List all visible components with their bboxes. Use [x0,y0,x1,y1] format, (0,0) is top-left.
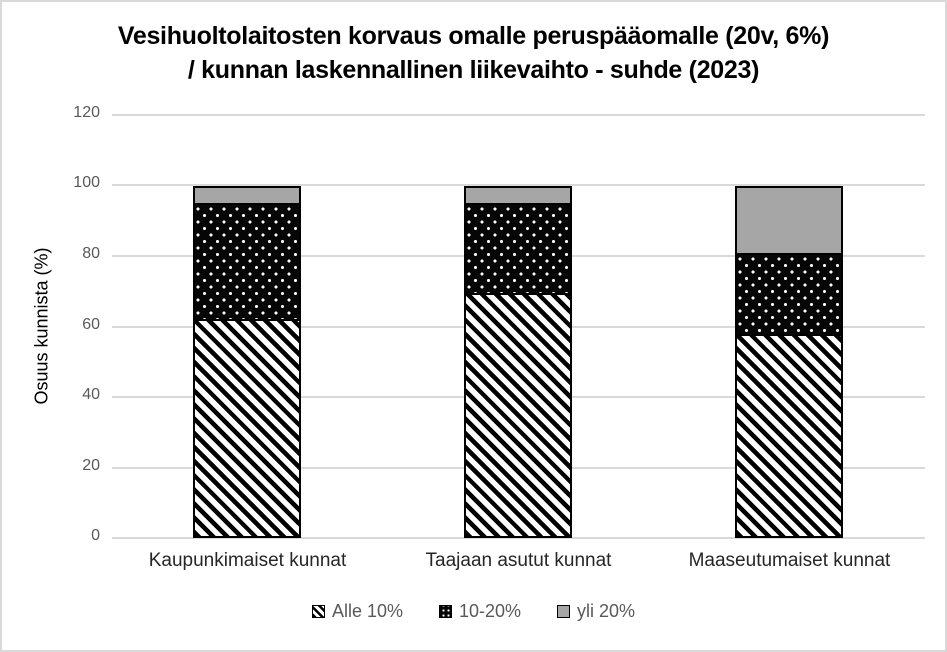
chart-title-line-1: Vesihuoltolaitosten korvaus omalle perus… [117,22,830,50]
stacked-bar-1 [193,185,302,538]
legend-item: 10-20% [438,601,522,622]
y-tick-label: 0 [91,527,100,544]
legend-swatch-white-dots-on-black [438,605,452,618]
gridline-120 [112,114,925,116]
chart-title: Vesihuoltolaitosten korvaus omalle perus… [2,19,945,87]
x-axis-label: Kaupunkimaiset kunnat [148,550,347,571]
x-axis-label: Taajaan asutut kunnat [425,550,612,571]
gridline-100 [112,184,925,187]
legend-item: Alle 10% [311,601,403,622]
chart-title-line-2: / kunnan laskennallinen liikevaihto - su… [187,56,760,84]
y-tick-label: 80 [82,244,100,262]
stacked-bar-2 [464,185,573,538]
legend-swatch-diagonal-hatch [311,605,325,618]
plot-area [112,114,925,539]
gridline-0 [112,537,925,539]
legend-label: yli 20% [577,601,636,621]
legend-label: 10-20% [458,601,522,621]
bar-segment [735,252,844,337]
bar-slot [112,115,383,538]
y-tick-label: 120 [73,104,100,121]
x-axis-labels: Kaupunkimaiset kunnat Taajaan asutut kunn… [112,550,925,572]
y-tick-label: 40 [82,385,100,403]
legend-label: Alle 10% [331,601,403,621]
bar-segment [464,292,573,538]
legend-swatch-solid-gray [557,605,571,618]
bar-segment [193,203,302,321]
stacked-bar-3 [735,185,844,538]
bar-segment [735,185,844,255]
y-tick-label: 20 [82,456,100,474]
y-axis-ticks: 0 20 40 60 80 100 120 [2,104,100,544]
y-tick-label: 100 [73,174,100,192]
bar-segment [464,203,573,295]
bar-segment [193,318,302,538]
x-axis-label: Maaseutumaiset kunnat [688,550,891,571]
legend-item: yli 20% [557,601,635,622]
bar-segment [735,334,844,538]
bar-slot [654,115,925,538]
legend: Alle 10% 10-20% yli 20% [2,601,945,622]
y-tick-label: 60 [82,315,100,333]
bar-slot [383,115,654,538]
